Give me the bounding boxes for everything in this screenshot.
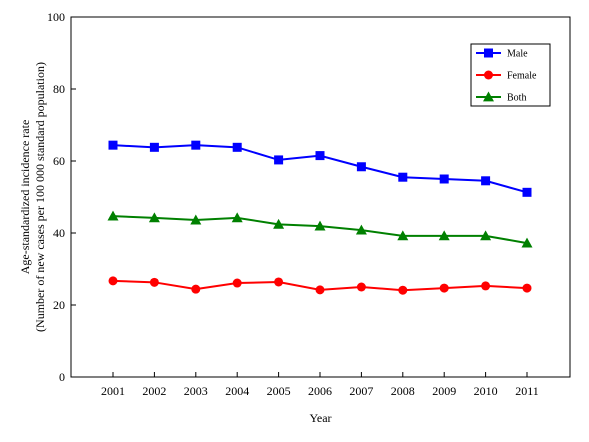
data-point-male bbox=[439, 174, 449, 184]
x-tick-label: 2001 bbox=[101, 384, 125, 398]
data-point-both bbox=[521, 237, 533, 248]
x-axis-label: Year bbox=[309, 411, 331, 425]
data-point-female bbox=[108, 276, 118, 286]
y-tick-label: 0 bbox=[59, 370, 65, 384]
series-layer bbox=[107, 140, 533, 295]
data-point-female bbox=[274, 277, 284, 287]
legend-item-both: Both bbox=[476, 91, 526, 104]
y-axis-label-line1: Age-standardized incidence rate bbox=[18, 120, 32, 275]
data-point-female bbox=[232, 278, 242, 288]
y-axis-label-line2: (Number of new cases per 100 000 standar… bbox=[33, 62, 47, 332]
y-tick-label: 20 bbox=[53, 298, 65, 312]
data-point-female bbox=[191, 284, 201, 294]
legend-marker-male bbox=[484, 48, 493, 58]
data-point-both bbox=[438, 230, 450, 241]
data-point-male bbox=[108, 140, 118, 150]
data-point-male bbox=[315, 151, 325, 161]
y-tick-label: 80 bbox=[53, 82, 65, 96]
data-point-female bbox=[439, 283, 449, 293]
data-point-both bbox=[190, 214, 202, 225]
legend-item-male: Male bbox=[476, 48, 528, 60]
x-tick-label: 2011 bbox=[515, 384, 539, 398]
x-tick-label: 2009 bbox=[432, 384, 456, 398]
y-axis-ticks: 0 20 40 60 80 100 bbox=[47, 10, 76, 384]
data-point-both bbox=[314, 220, 326, 231]
legend-label-female: Female bbox=[507, 71, 537, 82]
x-tick-label: 2010 bbox=[474, 384, 498, 398]
data-point-both bbox=[273, 218, 285, 229]
data-point-male bbox=[191, 140, 201, 150]
data-point-female bbox=[315, 285, 325, 295]
x-tick-label: 2003 bbox=[184, 384, 208, 398]
legend-marker-both bbox=[483, 91, 494, 102]
legend-label-both: Both bbox=[507, 93, 526, 104]
x-tick-label: 2004 bbox=[225, 384, 249, 398]
data-point-male bbox=[522, 187, 532, 197]
legend-label-male: Male bbox=[507, 49, 528, 60]
x-tick-label: 2006 bbox=[308, 384, 332, 398]
data-point-male bbox=[356, 162, 366, 172]
y-tick-label: 60 bbox=[53, 154, 65, 168]
data-point-female bbox=[149, 277, 159, 287]
data-point-both bbox=[397, 230, 409, 241]
x-tick-label: 2005 bbox=[267, 384, 291, 398]
data-point-female bbox=[398, 285, 408, 295]
data-point-both bbox=[148, 212, 160, 223]
data-point-both bbox=[480, 230, 492, 241]
data-point-both bbox=[231, 212, 243, 223]
x-tick-label: 2002 bbox=[142, 384, 166, 398]
series-female bbox=[108, 276, 532, 295]
data-point-female bbox=[522, 283, 532, 293]
x-tick-label: 2007 bbox=[349, 384, 373, 398]
y-tick-label: 40 bbox=[53, 226, 65, 240]
data-point-male bbox=[274, 155, 284, 165]
legend-marker-female bbox=[484, 70, 493, 80]
data-point-male bbox=[232, 142, 242, 152]
data-point-both bbox=[355, 224, 367, 235]
series-male bbox=[108, 140, 532, 197]
series-both bbox=[107, 210, 533, 248]
data-point-female bbox=[481, 281, 491, 291]
legend-item-female: Female bbox=[476, 70, 537, 82]
y-tick-label: 100 bbox=[47, 10, 65, 24]
x-axis-ticks: 2001 2002 2003 2004 2005 2006 2007 2008 2009 2010… bbox=[101, 372, 539, 398]
data-point-female bbox=[356, 282, 366, 292]
data-point-both bbox=[107, 210, 119, 221]
data-point-male bbox=[398, 172, 408, 182]
x-tick-label: 2008 bbox=[391, 384, 415, 398]
data-point-male bbox=[149, 142, 159, 152]
legend: Male Female Both bbox=[470, 43, 551, 107]
data-point-male bbox=[481, 176, 491, 186]
